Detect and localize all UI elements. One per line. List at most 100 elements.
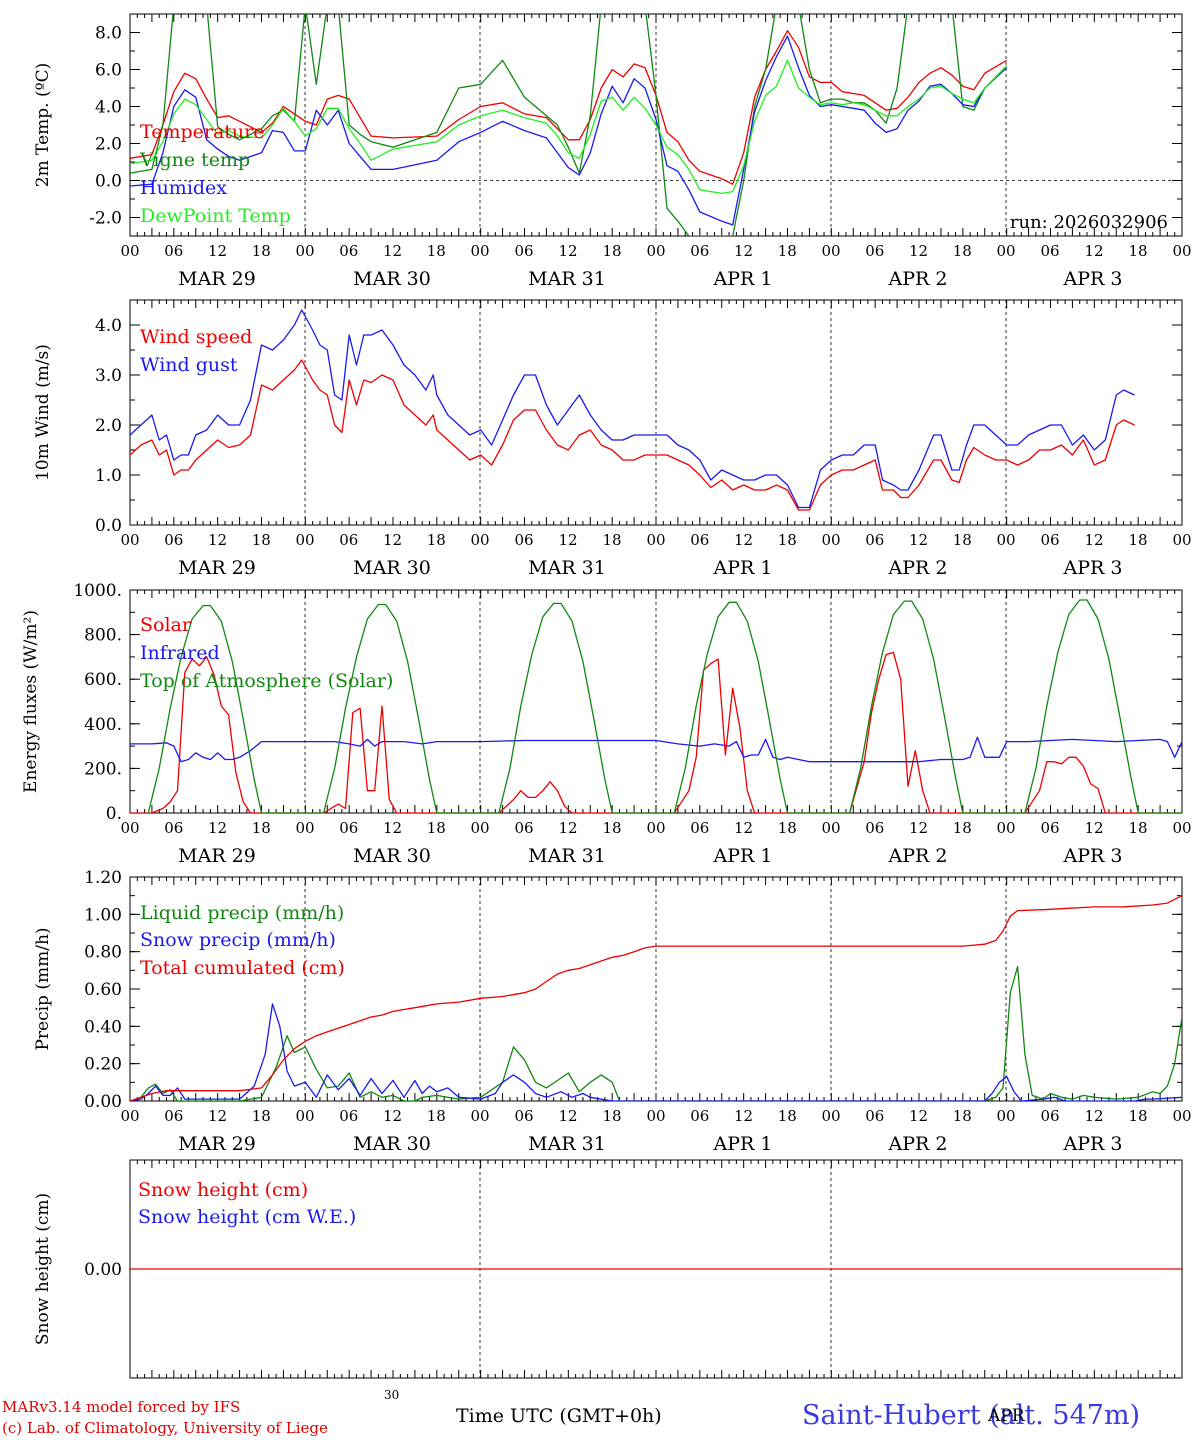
x-tick-label: 06 <box>1040 531 1059 549</box>
legend-entry: Snow height (cm W.E.) <box>138 1206 356 1228</box>
x-tick-label: 12 <box>909 242 928 260</box>
x-tick-label: 18 <box>953 1107 972 1125</box>
series-line-liquid-precip-mm-h- <box>130 965 1182 1101</box>
x-tick-label: 06 <box>865 1107 884 1125</box>
x-tick-label: 00 <box>1172 531 1191 549</box>
panel-snow: 0.00 Snow height (cm) Snow height (cm) Snow… <box>33 1159 1183 1379</box>
y-tick-label: 4.0 <box>95 316 122 336</box>
y-axis-title: Precip (mm/h) <box>33 927 53 1050</box>
x-tick-label: 06 <box>865 242 884 260</box>
legend-entry: Wind speed <box>140 326 252 348</box>
x-tick-label: 06 <box>514 242 533 260</box>
snow-axis-day-label: 30 <box>384 1388 400 1402</box>
x-tick-label: 00 <box>996 819 1015 837</box>
x-tick-label: 00 <box>120 1107 139 1125</box>
x-tick-label: 00 <box>470 242 489 260</box>
y-tick-label: 0.00 <box>84 1092 122 1112</box>
x-tick-label: 12 <box>734 242 753 260</box>
x-tick-label: 18 <box>778 1107 797 1125</box>
y-tick-label: 2.0 <box>95 416 122 436</box>
x-tick-label: 06 <box>514 1107 533 1125</box>
series-line-wind-gust <box>130 309 1135 509</box>
y-tick-label: 0.00 <box>84 1260 122 1280</box>
day-label: APR 2 <box>888 268 948 290</box>
x-tick-label: 18 <box>1128 1107 1147 1125</box>
x-tick-label: 12 <box>1084 1107 1103 1125</box>
x-tick-label: 12 <box>208 819 227 837</box>
x-tick-label: 12 <box>208 242 227 260</box>
station-name: Saint-Hubert (alt. 547m) <box>802 1400 1141 1431</box>
y-tick-label: 0.40 <box>84 1017 122 1037</box>
y-tick-label: 0.20 <box>84 1055 122 1075</box>
day-label: APR 2 <box>888 557 948 579</box>
x-tick-label: 12 <box>558 1107 577 1125</box>
x-tick-label: 12 <box>734 819 753 837</box>
x-tick-label: 18 <box>1128 242 1147 260</box>
day-label: APR 2 <box>888 845 948 867</box>
x-tick-label: 00 <box>996 531 1015 549</box>
y-tick-label: 1.20 <box>84 868 122 888</box>
x-tick-label: 00 <box>120 819 139 837</box>
x-tick-label: 12 <box>558 531 577 549</box>
y-tick-label: 0.0 <box>95 516 122 536</box>
day-label: MAR 30 <box>353 1133 431 1155</box>
y-tick-label: 0.0 <box>95 172 122 192</box>
x-tick-label: 06 <box>164 1107 183 1125</box>
x-tick-label: 06 <box>1040 1107 1059 1125</box>
series-line-humidex <box>130 35 1008 226</box>
x-tick-label: 06 <box>339 531 358 549</box>
x-tick-label: 06 <box>339 1107 358 1125</box>
day-label: MAR 31 <box>528 1133 606 1155</box>
day-label: MAR 29 <box>178 1133 256 1155</box>
x-tick-label: 00 <box>1172 819 1191 837</box>
legend-entry: Liquid precip (mm/h) <box>140 902 344 924</box>
x-tick-label: 00 <box>295 242 314 260</box>
day-label: MAR 31 <box>528 557 606 579</box>
day-label: APR 1 <box>713 1133 773 1155</box>
series-line-total-cumulated-cm- <box>130 895 1182 1101</box>
y-tick-label: 600. <box>84 670 122 690</box>
day-label: MAR 31 <box>528 845 606 867</box>
legend-entry: Snow height (cm) <box>138 1179 308 1201</box>
y-tick-label: 800. <box>84 626 122 646</box>
day-label: APR 3 <box>1063 557 1123 579</box>
x-tick-label: 12 <box>909 1107 928 1125</box>
x-tick-label: 00 <box>295 819 314 837</box>
x-tick-label: 00 <box>821 819 840 837</box>
x-tick-label: 18 <box>427 531 446 549</box>
x-tick-label: 06 <box>514 531 533 549</box>
time-axis-title: Time UTC (GMT+0h) <box>456 1405 662 1427</box>
series-layer <box>130 309 1135 511</box>
legend-entry: Top of Atmosphere (Solar) <box>140 670 393 692</box>
x-tick-label: 00 <box>295 531 314 549</box>
y-tick-label: 2.0 <box>95 135 122 155</box>
y-axis-title: 2m Temp. (ºC) <box>33 63 53 188</box>
x-tick-label: 18 <box>953 819 972 837</box>
x-tick-label: 06 <box>164 819 183 837</box>
day-label: APR 2 <box>888 1133 948 1155</box>
panel-precip: 0.00 0.20 0.40 0.60 0.80 1.00 1.20 Precip (mm/h… <box>33 868 1192 1155</box>
y-tick-label: 8.0 <box>95 24 122 44</box>
series-layer <box>130 14 1008 236</box>
x-tick-label: 12 <box>909 531 928 549</box>
legend-entry: Humidex <box>140 177 227 199</box>
x-tick-label: 18 <box>602 242 621 260</box>
x-tick-label: 18 <box>953 531 972 549</box>
legend-entry: DewPoint Temp <box>140 205 291 227</box>
panel-temp: -2.0 0.0 2.0 4.0 6.0 8.0 2m Temp. (ºC) 00 06 12 18… <box>33 13 1192 290</box>
x-tick-label: 00 <box>996 242 1015 260</box>
day-label: MAR 30 <box>353 268 431 290</box>
legend-entry: Solar <box>140 614 192 636</box>
x-tick-label: 18 <box>427 242 446 260</box>
model-credit: MARv3.14 model forced by IFS <box>2 1398 241 1416</box>
x-tick-label: 00 <box>996 1107 1015 1125</box>
x-tick-label: 06 <box>164 242 183 260</box>
x-tick-label: 06 <box>339 819 358 837</box>
x-tick-label: 00 <box>646 1107 665 1125</box>
x-tick-label: 06 <box>339 242 358 260</box>
x-tick-label: 12 <box>383 242 402 260</box>
x-tick-label: 00 <box>646 242 665 260</box>
legend-entry: Snow precip (mm/h) <box>140 929 336 951</box>
x-tick-label: 18 <box>427 819 446 837</box>
x-tick-label: 18 <box>602 531 621 549</box>
